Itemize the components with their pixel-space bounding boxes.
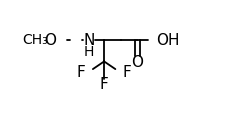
Text: H: H <box>83 45 93 59</box>
Text: O: O <box>44 33 56 48</box>
Text: CH₃: CH₃ <box>23 33 48 47</box>
Text: F: F <box>99 77 108 92</box>
Text: O: O <box>131 55 143 70</box>
Text: N: N <box>83 33 94 48</box>
Text: F: F <box>122 65 131 80</box>
Text: OH: OH <box>155 33 179 48</box>
Text: F: F <box>76 65 85 80</box>
